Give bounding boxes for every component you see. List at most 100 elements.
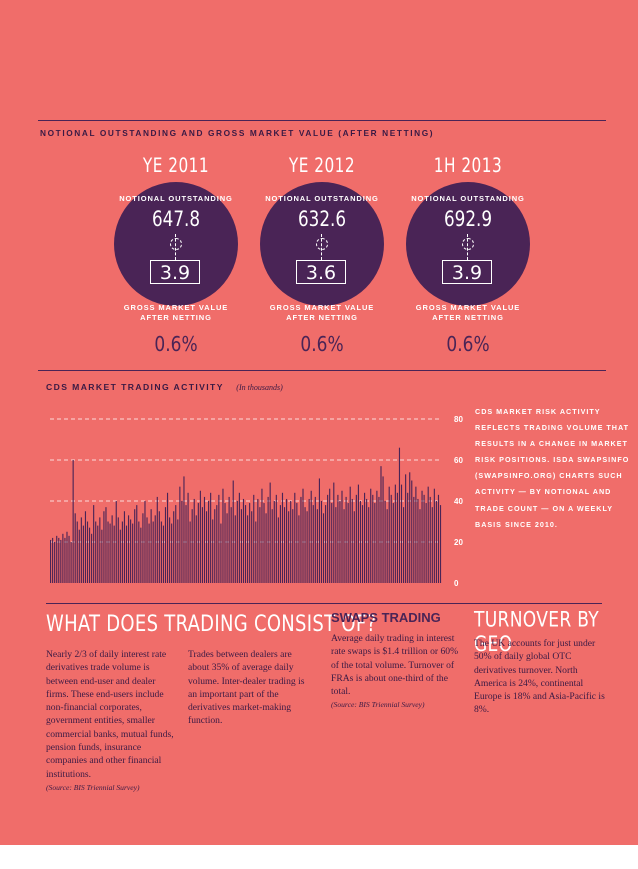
chart-bar — [353, 511, 355, 583]
chart-bar — [267, 496, 269, 583]
chart-bar — [314, 496, 316, 583]
chart-bar — [292, 509, 294, 583]
gross-label-line2: AFTER NETTING — [140, 313, 212, 322]
chart-bar — [56, 535, 58, 583]
chart-bar — [88, 527, 91, 583]
chart-bar — [417, 498, 419, 583]
chart-bar — [197, 503, 199, 583]
chart-bar — [361, 505, 364, 583]
chart-bar — [339, 501, 341, 583]
swaps-source: (Source: BIS Triennial Survey) — [331, 700, 425, 710]
chart-bar — [378, 496, 380, 583]
gross-label-line2: AFTER NETTING — [432, 313, 504, 322]
chart-bar — [382, 476, 384, 583]
notional-label: NOTIONAL OUTSTANDING — [411, 194, 525, 203]
chart-bar — [364, 492, 366, 583]
chart-bar — [99, 517, 101, 583]
chart-bar — [409, 472, 411, 583]
chart-bar — [419, 509, 421, 583]
chart-bar — [370, 488, 372, 583]
chart-bar — [152, 521, 154, 583]
chart-bar — [318, 478, 320, 583]
chart-bar — [134, 509, 136, 583]
chart-bar — [345, 496, 347, 583]
page-header: NOTIONAL OUTSTANDING AND GROSS MARKET VA… — [40, 128, 435, 138]
chart-bar — [275, 494, 277, 583]
chart-bar — [331, 503, 333, 583]
chart-bar — [154, 515, 156, 583]
chart-bar — [413, 496, 415, 583]
trading-title: WHAT DOES TRADING CONSIST OF? — [46, 610, 377, 637]
top-rule — [38, 120, 606, 121]
chart-bar — [195, 515, 197, 583]
chart-bar — [95, 521, 97, 583]
chart-bar — [357, 484, 359, 583]
chart-bar — [193, 498, 195, 583]
period-year: YE 2012 — [288, 154, 356, 178]
chart-bar — [429, 496, 431, 583]
chart-bar — [91, 533, 93, 583]
chart-bar — [320, 501, 323, 583]
chart-bar — [300, 496, 302, 583]
chart-bar — [175, 505, 177, 583]
chart-bar — [173, 511, 175, 583]
chart-bar — [349, 486, 351, 583]
chart-bar — [97, 525, 99, 583]
chart-bar — [374, 503, 376, 583]
chart-bar — [423, 494, 425, 583]
swaps-title: SWAPS TRADING — [331, 610, 441, 625]
chart-bar — [70, 542, 72, 583]
gross-value: 3.9 — [442, 260, 492, 284]
chart-bar — [341, 490, 343, 583]
chart-bar — [82, 525, 84, 583]
chart-bar — [312, 505, 314, 583]
chart-bar — [368, 507, 370, 583]
chart-bar — [388, 486, 390, 583]
chart-bar — [277, 517, 279, 583]
gross-label-line2: AFTER NETTING — [286, 313, 358, 322]
chart-bar — [62, 533, 64, 583]
chart-bar — [427, 486, 429, 583]
chart-bar — [103, 511, 105, 583]
chart-bar — [351, 498, 353, 583]
chart-bar — [156, 496, 158, 583]
chart-bar — [189, 521, 191, 583]
chart-bar — [179, 486, 181, 583]
chart-bar — [337, 494, 339, 583]
chart-bar — [220, 523, 222, 583]
chart-bar — [394, 484, 396, 583]
chart-bar — [160, 521, 162, 583]
chart-bar — [302, 488, 304, 583]
connector-dot — [170, 238, 182, 250]
chart-bar — [411, 480, 413, 583]
gross-value: 3.6 — [296, 260, 346, 284]
chart-bar — [343, 509, 345, 583]
chart-title: CDS MARKET TRADING ACTIVITY — [46, 382, 224, 392]
chart-bar — [169, 517, 171, 583]
chart-bar — [433, 488, 435, 583]
gross-label: GROSS MARKET VALUE AFTER NETTING — [378, 303, 558, 323]
chart-bar — [214, 509, 216, 583]
chart-bar — [121, 521, 123, 583]
chart-bar — [273, 501, 275, 583]
chart-bar — [322, 513, 325, 583]
turnover-title: TURNOVER BY GEO — [474, 608, 599, 657]
chart-bar — [132, 523, 134, 583]
chart-bar — [238, 492, 240, 583]
chart-bar — [130, 519, 132, 583]
chart-bar — [150, 509, 152, 583]
chart-bar — [203, 496, 206, 583]
gross-percent: 0.6% — [446, 332, 490, 356]
chart-bar — [210, 492, 212, 583]
chart-bar — [162, 525, 165, 583]
chart-bar — [105, 507, 107, 583]
connector-dot — [462, 238, 474, 250]
chart-bar — [127, 515, 130, 583]
chart-side-note: CDS MARKET RISK ACTIVITY REFLECTS TRADIN… — [475, 407, 630, 529]
chart-bar — [123, 511, 126, 583]
chart-bar — [403, 507, 405, 583]
chart-bar — [283, 507, 286, 583]
chart-bar — [296, 503, 298, 583]
chart-bar — [335, 507, 337, 583]
chart-bar — [142, 513, 144, 583]
